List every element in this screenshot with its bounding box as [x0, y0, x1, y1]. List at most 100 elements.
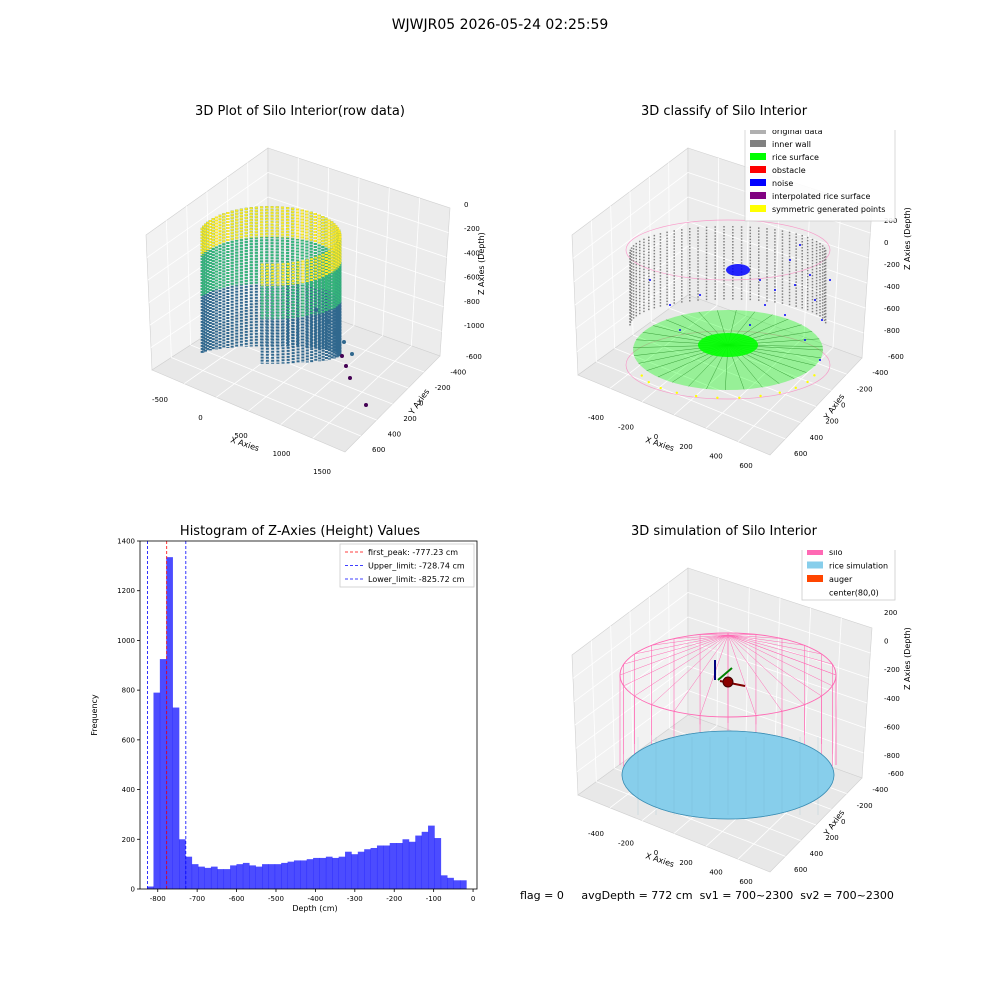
classify-symmetric-point — [694, 394, 698, 398]
classify-x-tick: 600 — [739, 462, 752, 470]
classify-noise-point — [799, 244, 801, 246]
histogram-y-tick: 600 — [122, 736, 135, 744]
classify-legend-swatch — [750, 192, 766, 199]
histogram-axes: -800 -700 -600 -500 -400 -300 -200 -100 0 0 200 400… — [117, 538, 478, 903]
histogram-bar — [217, 869, 225, 889]
raw-z-tick: 0 — [464, 201, 468, 209]
histogram-bar — [313, 857, 320, 889]
classify-z-tick: -800 — [884, 327, 900, 335]
histogram-ylabel: Frequency — [90, 694, 99, 736]
classify-legend-label: noise — [772, 179, 793, 188]
simulation-silo-roof-rib — [727, 634, 783, 712]
histogram-legend: first_peak: -777.23 cm Upper_limit: -728.… — [339, 543, 475, 588]
raw-z-tick: -200 — [464, 225, 480, 233]
histogram-bar — [242, 862, 250, 889]
histogram-vlines — [147, 541, 187, 889]
classify-symmetric-point — [647, 380, 650, 384]
histogram-bar — [332, 857, 339, 889]
histogram-bar — [159, 659, 167, 889]
raw-3d-plot: -5000500100015006004002000-200-400-6000-… — [145, 147, 486, 476]
classify-z-tick: 0 — [884, 239, 888, 247]
simulation-silo-roof-rib — [727, 634, 757, 716]
classify-symmetric-point — [738, 396, 741, 399]
classify-noise-point — [804, 339, 806, 341]
histogram-bar — [274, 864, 282, 889]
simulation-x-tick: -400 — [588, 830, 604, 838]
histogram-bar — [172, 707, 180, 889]
classify-legend-swatch — [750, 130, 766, 134]
classify-z-tick: -600 — [884, 305, 900, 313]
simulation-legend-swatch — [807, 561, 823, 569]
simulation-silo-roof-rib — [727, 634, 837, 676]
grid-line — [668, 162, 671, 309]
histogram-bar — [147, 886, 154, 889]
classify-symmetric-point — [659, 386, 662, 390]
simulation-z-tick: 0 — [884, 638, 888, 646]
simulation-silo-roof-rib — [673, 634, 729, 712]
histogram-bar — [287, 861, 295, 889]
histogram-bar — [453, 880, 461, 889]
classify-symmetric-point — [806, 380, 809, 384]
histogram-bar — [389, 843, 397, 889]
raw-y-tick: 400 — [388, 431, 401, 439]
simulation-y-tick: 200 — [825, 834, 838, 842]
classify-y-tick: 400 — [810, 434, 823, 442]
histogram-y-tick: 800 — [122, 687, 135, 695]
histogram-legend-label: Lower_limit: -825.72 cm — [368, 575, 465, 584]
classify-symmetric-point — [675, 391, 679, 394]
raw-x-tick: 0 — [198, 414, 202, 422]
histogram-bar — [440, 875, 448, 889]
raw-y-tick: 600 — [372, 446, 385, 454]
raw-panel-title: 3D Plot of Silo Interior(row data) — [195, 104, 405, 119]
simulation-xlabel: X Axies — [644, 851, 675, 869]
histogram-bar — [434, 838, 442, 889]
simulation-silo-roof-rib — [651, 634, 729, 705]
grid-line — [247, 162, 250, 308]
simulation-silo-roof-rib — [727, 634, 822, 655]
histogram-y-tick: 1200 — [117, 587, 135, 595]
classify-legend-label: interpolated rice surface — [772, 192, 870, 201]
histogram-frame — [139, 540, 478, 890]
histogram-y-tick: 0 — [131, 886, 135, 894]
classify-legend-swatch — [750, 153, 766, 160]
histogram-bar — [191, 864, 199, 889]
simulation-y-tick: 600 — [794, 866, 807, 874]
histogram-y-tick: 1000 — [117, 637, 135, 645]
histogram-bar — [421, 831, 429, 889]
histogram-y-tick: 1400 — [117, 538, 135, 546]
classify-y-tick: 200 — [825, 418, 838, 426]
raw-stray-point — [314, 308, 318, 312]
histogram-y-tick: 200 — [122, 836, 135, 844]
simulation-legend: silo rice simulation auger center(80,0) — [801, 550, 896, 601]
simulation-center-marker — [722, 676, 734, 688]
classify-point-cloud — [625, 219, 831, 400]
histogram-bar — [459, 880, 467, 889]
raw-x-tick: 1500 — [313, 468, 331, 476]
classify-noise-point — [789, 259, 791, 261]
classify-noise-point — [764, 304, 766, 306]
histogram-x-tick: -100 — [426, 895, 442, 903]
classify-noise-point — [679, 329, 681, 331]
raw-y-tick: -200 — [435, 384, 451, 392]
histogram-bar — [383, 845, 391, 889]
classify-silo-bottom-ring — [625, 330, 831, 400]
histogram-chart: -800 -700 -600 -500 -400 -300 -200 -100 0 0 200 400… — [90, 538, 478, 913]
classify-x-tick: 400 — [709, 452, 722, 460]
histogram-legend-label: Upper_limit: -728.74 cm — [368, 562, 465, 571]
simulation-x-tick: -200 — [618, 840, 634, 848]
histogram-bar — [357, 851, 365, 889]
raw-zlabel: Z Axies (Depth) — [477, 232, 486, 295]
raw-stray-point — [333, 330, 337, 334]
classify-zlabel: Z Axies (Depth) — [903, 207, 912, 270]
simulation-silo-roof-rib — [727, 634, 805, 705]
sv2-text: sv2 = 700~2300 — [800, 889, 894, 902]
classify-y-tick: -600 — [888, 353, 904, 361]
raw-tick-labels: -5000500100015006004002000-200-400-6000-… — [152, 201, 484, 476]
histogram-bar — [300, 860, 308, 889]
histogram-bar — [338, 856, 346, 889]
classify-x-tick: 0 — [654, 433, 658, 441]
raw-stray-point — [326, 320, 330, 324]
simulation-x-tick: 600 — [739, 878, 752, 885]
classify-noise-point — [794, 284, 796, 286]
histogram-bar — [268, 864, 276, 889]
